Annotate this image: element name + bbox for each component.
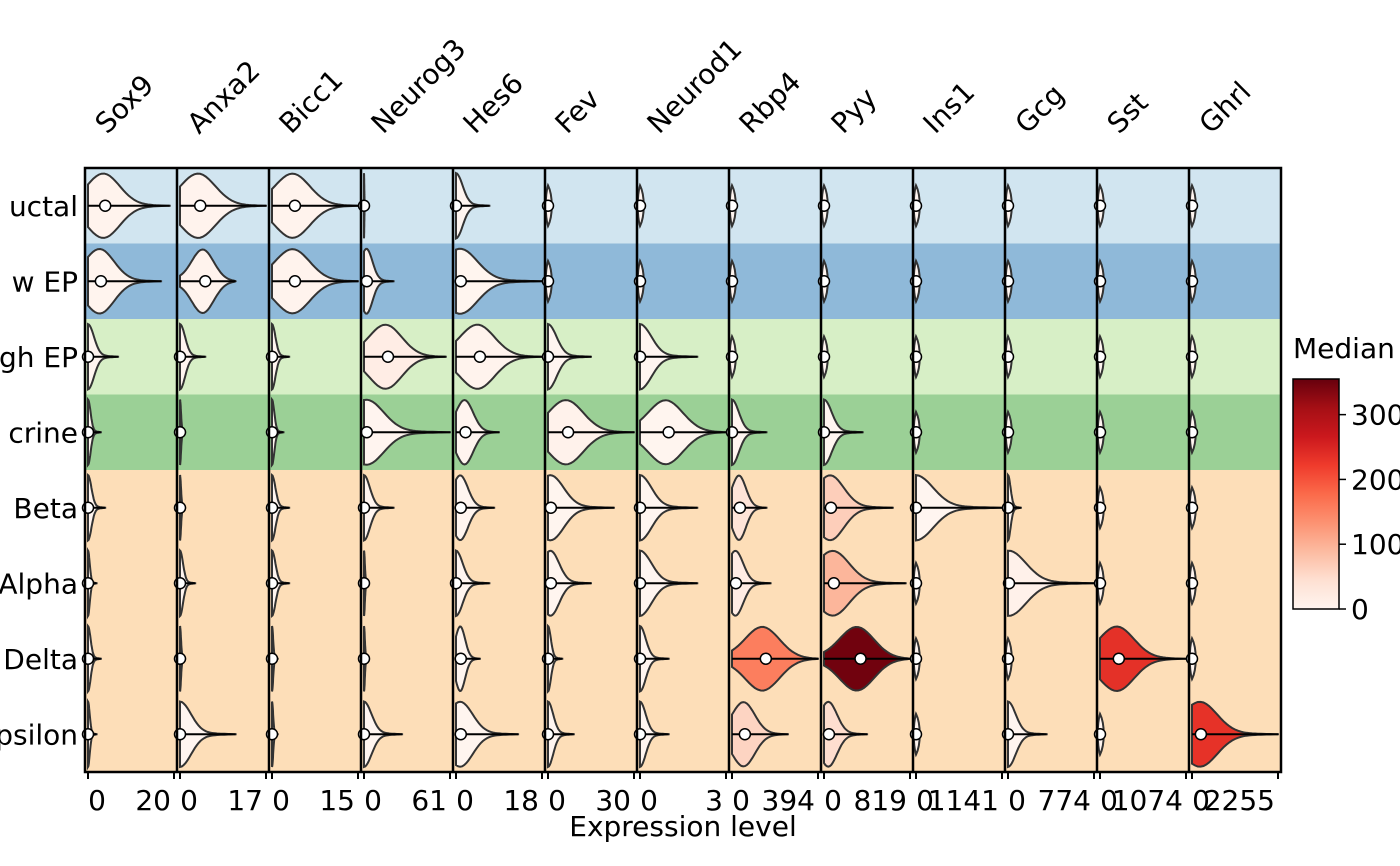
x-tick-label: 0 <box>88 784 106 817</box>
x-tick-label: 0 <box>640 784 658 817</box>
colorbar-label: Median <box>1293 332 1395 365</box>
row-background <box>85 621 1281 697</box>
median-dot <box>98 199 112 212</box>
median-dot <box>1194 728 1208 741</box>
gene-label: Bicc1 <box>273 63 350 140</box>
median-dot <box>454 275 468 288</box>
x-tick-label: 0 <box>364 784 382 817</box>
median-dot <box>733 501 747 514</box>
median-dot <box>729 577 743 590</box>
gene-label: Sst <box>1101 86 1155 140</box>
x-tick-label: 3 <box>705 784 723 817</box>
x-tick-label: 394 <box>762 784 815 817</box>
row-label: Delta <box>3 643 78 676</box>
x-tick-label: 18 <box>503 784 539 817</box>
x-tick-label: 0 <box>272 784 290 817</box>
median-dot <box>459 426 472 439</box>
colorbar-tick-label: 300 <box>1351 399 1400 432</box>
x-axis-label: Expression level <box>569 810 796 843</box>
x-tick-label: 0 <box>1192 784 1210 817</box>
x-tick-label: 0 <box>456 784 474 817</box>
median-dot <box>759 652 773 665</box>
median-dot <box>662 426 675 439</box>
x-tick-label: 774 <box>1038 784 1091 817</box>
gene-label: Gcg <box>1009 78 1071 140</box>
median-dot <box>544 501 558 514</box>
median-dot <box>854 652 867 665</box>
gene-label: Anxa2 <box>181 54 267 140</box>
x-tick-label: 0 <box>1100 784 1118 817</box>
row-background <box>85 696 1281 772</box>
x-tick-label: 1141 <box>928 784 999 817</box>
x-tick-label: 1074 <box>1112 784 1183 817</box>
x-tick-label: 0 <box>916 784 934 817</box>
median-dot <box>561 426 575 439</box>
row-label: w EP <box>12 265 78 298</box>
colorbar <box>1292 378 1340 610</box>
median-dot <box>544 577 558 590</box>
x-tick-label: 0 <box>1008 784 1026 817</box>
x-tick-label: 17 <box>227 784 263 817</box>
gene-label: Ghrl <box>1193 75 1258 140</box>
x-tick-label: 0 <box>732 784 750 817</box>
x-tick-label: 20 <box>135 784 171 817</box>
x-tick-label: 819 <box>854 784 907 817</box>
x-tick-label: 0 <box>824 784 842 817</box>
median-dot <box>454 652 468 665</box>
row-label: psilon <box>0 718 78 751</box>
colorbar-tick-label: 200 <box>1351 463 1400 496</box>
gene-label: Hes6 <box>457 67 530 140</box>
median-dot <box>381 350 395 363</box>
x-tick-label: 61 <box>411 784 447 817</box>
median-dot <box>454 501 468 514</box>
colorbar-tick-label: 100 <box>1351 528 1400 561</box>
row-label: Alpha <box>0 567 78 600</box>
median-dot <box>454 728 468 741</box>
x-tick-label: 0 <box>548 784 566 817</box>
median-dot <box>288 199 302 212</box>
median-dot <box>94 275 108 288</box>
gene-label: Neurog3 <box>365 32 473 140</box>
gene-label: Sox9 <box>89 68 161 140</box>
gene-label: Ins1 <box>917 75 982 140</box>
x-tick-label: 15 <box>319 784 355 817</box>
colorbar-tick-label: 0 <box>1351 593 1369 626</box>
median-dot <box>360 275 374 288</box>
row-label: crine <box>8 416 78 449</box>
median-dot <box>473 350 487 363</box>
gene-label: Neurod1 <box>641 32 749 140</box>
gene-label: Fev <box>549 82 607 140</box>
median-dot <box>288 275 302 288</box>
median-dot <box>827 577 841 590</box>
median-dot <box>199 275 212 288</box>
plot-frame <box>83 166 1283 774</box>
median-dot <box>822 728 836 741</box>
row-label: uctal <box>9 190 78 223</box>
median-dot <box>1112 652 1126 665</box>
gene-label: Rbp4 <box>733 65 808 140</box>
median-dot <box>360 426 374 439</box>
row-label: Beta <box>13 492 78 525</box>
gene-label: Pyy <box>825 81 884 140</box>
row-label: gh EP <box>0 341 78 374</box>
x-tick-label: 0 <box>180 784 198 817</box>
median-dot <box>738 728 752 741</box>
median-dot <box>824 501 838 514</box>
x-tick-label: 30 <box>595 784 631 817</box>
median-dot <box>193 199 207 212</box>
x-tick-label: 2255 <box>1204 784 1275 817</box>
